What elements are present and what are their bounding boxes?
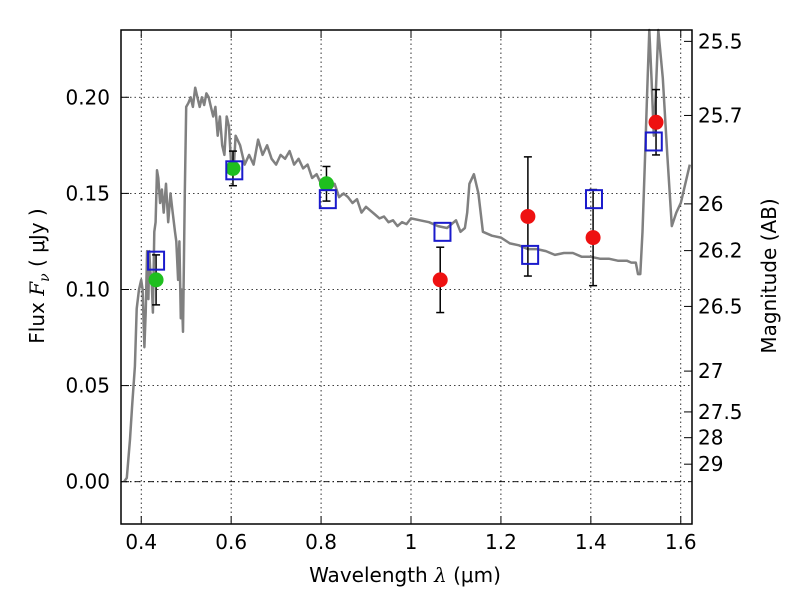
data-point [148, 272, 164, 288]
y-tick-label: 0.05 [65, 374, 110, 398]
model-flux-square [225, 160, 244, 181]
model-flux-square [644, 131, 663, 152]
x-tick-label: 0.6 [215, 530, 247, 554]
mag-tick-label: 25.5 [698, 29, 743, 53]
plot-frame [120, 29, 693, 525]
x-tick-label: 1.6 [665, 530, 697, 554]
model-flux-square [584, 189, 603, 210]
x-tick-label: 1 [405, 530, 418, 554]
x-tick-label: 0.8 [305, 530, 337, 554]
mag-tick-label: 25.7 [698, 103, 743, 127]
data-point [225, 160, 241, 176]
mag-tick-label: 26.5 [698, 294, 743, 318]
grid [121, 30, 692, 524]
model-flux-square [521, 244, 540, 265]
mag-tick-label: 27 [698, 359, 723, 383]
mag-tick-label: 27.5 [698, 400, 743, 424]
model-flux-square [147, 250, 166, 271]
template-spectrum-layer [122, 28, 692, 483]
data-point [520, 208, 536, 224]
y-tick-label: 0.20 [65, 85, 110, 109]
mag-tick-label: 26.2 [698, 239, 743, 263]
y-tick-label: 0.00 [65, 470, 110, 494]
x-axis-label: Wavelength λ (μm) [309, 563, 501, 587]
y-axis-label: Flux Fν ( μJy ) [25, 208, 53, 343]
x-tick-label: 0.4 [125, 530, 157, 554]
data-points-layer [147, 88, 664, 314]
mag-tick-label: 29 [698, 452, 723, 476]
mag-tick-label: 26 [698, 192, 723, 216]
data-point [585, 230, 601, 246]
y-tick-label: 0.15 [65, 181, 110, 205]
x-tick-label: 1.4 [575, 530, 607, 554]
data-point [432, 272, 448, 288]
spectrum-line [123, 28, 692, 483]
data-point [648, 114, 664, 130]
model-flux-square [318, 189, 337, 210]
model-flux-square [433, 221, 452, 242]
axis-ticks: 0.4 0.6 0.8 1 1.2 1.4 1.6 0.00 0.05 0.10 0.15 0.20 2… [65, 29, 742, 554]
x-tick-label: 1.2 [485, 530, 517, 554]
data-point [318, 176, 334, 192]
mag-tick-label: 28 [698, 426, 723, 450]
y-tick-label: 0.10 [65, 277, 110, 301]
y2-axis-label: Magnitude (AB) [757, 198, 781, 353]
